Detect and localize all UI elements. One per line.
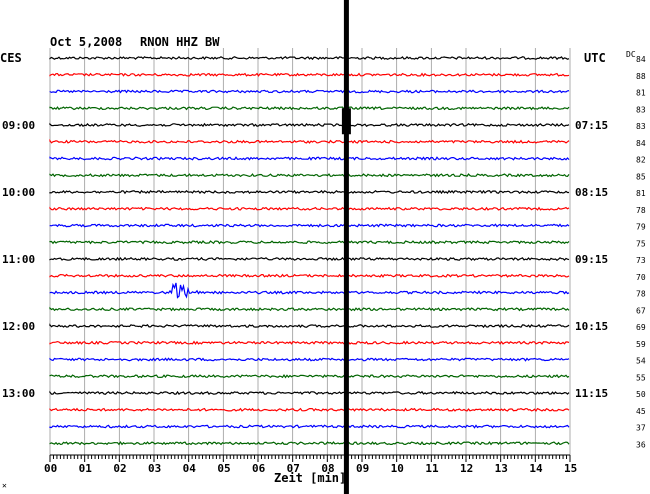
trace-row	[49, 374, 570, 379]
x-tick-label: 13	[495, 462, 508, 475]
right-time-label: 11:15	[575, 387, 608, 400]
x-tick-label: 00	[44, 462, 57, 475]
trace-row	[49, 189, 569, 195]
left-time-label: 09:00	[2, 119, 35, 132]
left-time-label: 10:00	[2, 186, 35, 199]
x-tick-label: 06	[252, 462, 266, 475]
trace-row	[49, 122, 570, 128]
x-tick-label: 12	[460, 462, 473, 475]
left-timezone: CES	[0, 51, 22, 65]
header-date: Oct 5,2008	[50, 35, 122, 49]
dc-value: 50	[636, 390, 646, 399]
dc-value: 84	[636, 139, 646, 148]
dc-value: 67	[636, 306, 646, 315]
left-time-label: 11:00	[2, 253, 35, 266]
dc-value: 59	[636, 340, 646, 349]
trace-row	[49, 282, 570, 299]
trace-row	[49, 106, 570, 111]
x-tick-label: 15	[564, 462, 577, 475]
trace-row	[49, 357, 570, 362]
dc-value: 78	[636, 290, 646, 299]
trace-row	[49, 173, 570, 178]
x-tick-label: 01	[79, 462, 93, 475]
x-tick-label: 09	[356, 462, 369, 475]
right-timezone: UTC	[584, 51, 606, 65]
dc-value: 78	[636, 206, 646, 215]
trace-row	[49, 206, 570, 211]
x-tick-label: 08	[321, 462, 334, 475]
dc-value: 73	[636, 256, 646, 265]
dc-value: 69	[636, 323, 646, 332]
dc-value: 84	[636, 55, 646, 64]
dc-value: 85	[636, 172, 646, 181]
dc-value: 70	[636, 273, 646, 282]
x-tick-label: 07	[287, 462, 300, 475]
x-tick-label: 05	[217, 462, 230, 475]
dc-value: 36	[636, 440, 646, 449]
grid	[49, 48, 571, 462]
trace-row	[49, 424, 570, 429]
dc-value: 83	[636, 122, 646, 131]
trace-row	[49, 323, 570, 329]
dc-label: DC	[626, 50, 636, 59]
dc-value: 88	[636, 72, 646, 81]
trace-row	[49, 156, 570, 161]
right-time-label: 07:15	[575, 119, 608, 132]
dc-value: 81	[636, 189, 646, 198]
dc-value: 54	[636, 357, 646, 366]
trace-row	[49, 240, 570, 245]
seismic-traces	[49, 55, 570, 446]
header-station: RNON HHZ BW	[140, 35, 220, 49]
trace-row	[49, 273, 570, 278]
x-tick-label: 11	[425, 462, 439, 475]
trace-row	[49, 340, 570, 345]
left-time-label: 12:00	[2, 320, 35, 333]
x-tick-label: 04	[183, 462, 197, 475]
x-tick-label: 14	[529, 462, 543, 475]
dc-value: 37	[636, 424, 646, 433]
x-tick-label: 02	[113, 462, 126, 475]
dc-value: 79	[636, 223, 646, 232]
trace-row	[49, 138, 570, 144]
right-time-label: 08:15	[575, 186, 608, 199]
trace-row	[49, 306, 570, 312]
dc-value: 55	[636, 373, 646, 382]
corner-mark: ✕	[2, 481, 7, 490]
dc-value: 81	[636, 89, 646, 98]
left-time-label: 13:00	[2, 387, 35, 400]
dc-value: 83	[636, 105, 646, 114]
right-time-label: 09:15	[575, 253, 608, 266]
trace-row	[49, 223, 570, 228]
trace-row	[49, 256, 570, 262]
dc-value: 75	[636, 239, 646, 248]
x-tick-label: 03	[148, 462, 161, 475]
event-marker-line	[341, 0, 351, 494]
dc-value: 82	[636, 156, 646, 165]
trace-row	[49, 441, 570, 446]
marker-blob	[341, 108, 351, 135]
trace-row	[49, 55, 570, 61]
x-axis-label: Zeit [min]	[274, 471, 346, 485]
trace-row	[49, 390, 570, 396]
labels: Oct 5,2008 RNON HHZ BW CES UTC DC Zeit […	[0, 35, 646, 490]
x-tick-label: 10	[391, 462, 404, 475]
trace-row	[49, 407, 570, 412]
trace-row	[49, 89, 570, 94]
dc-value: 45	[636, 407, 646, 416]
right-time-label: 10:15	[575, 320, 608, 333]
trace-row	[49, 72, 570, 77]
marker-bar	[343, 0, 349, 494]
